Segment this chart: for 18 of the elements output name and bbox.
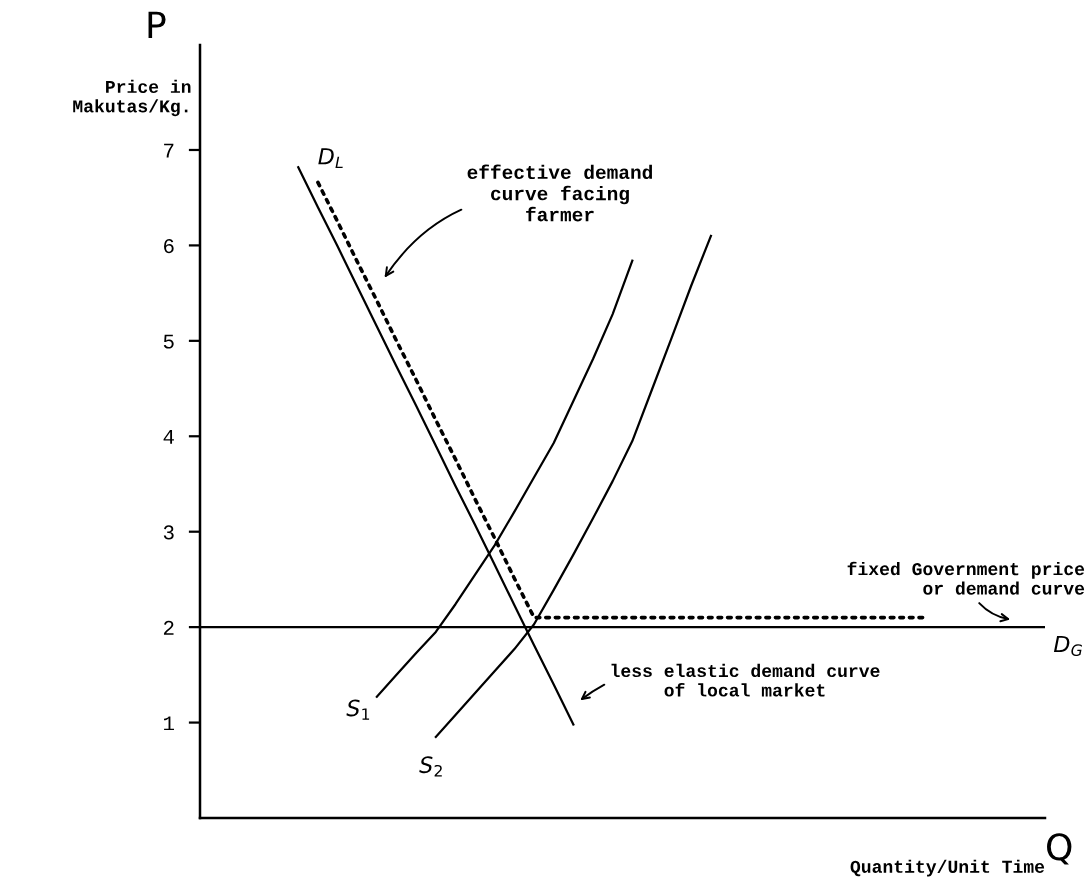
x-axis-title: Quantity/Unit Time: [850, 859, 1045, 877]
text: P: [148, 11, 166, 38]
text: Q: [1047, 833, 1072, 865]
series-label: S$_{1}$: [346, 699, 370, 720]
series-label: S$_{2}$: [419, 756, 442, 777]
annotation: fixed Government price or demand curve: [847, 561, 1085, 595]
y-tick-label: 1: [164, 716, 174, 731]
y-tick-label: 7: [164, 143, 174, 158]
y-tick-label: 6: [164, 239, 174, 254]
annotation: effective demand curve facing farmer: [467, 164, 653, 222]
annotation: less elastic demand curve of local market: [611, 663, 880, 697]
y-tick-label: 5: [163, 334, 174, 349]
series-label: D$_{L}$: [318, 148, 343, 168]
y-tick-label: 3: [163, 525, 174, 540]
y-tick-label: 2: [163, 620, 174, 635]
y-axis-title: Price in Makutas/Kg.: [73, 79, 191, 117]
y-tick-label: 4: [163, 430, 174, 444]
ref-line-label: D$_{G}$: [1053, 635, 1082, 656]
